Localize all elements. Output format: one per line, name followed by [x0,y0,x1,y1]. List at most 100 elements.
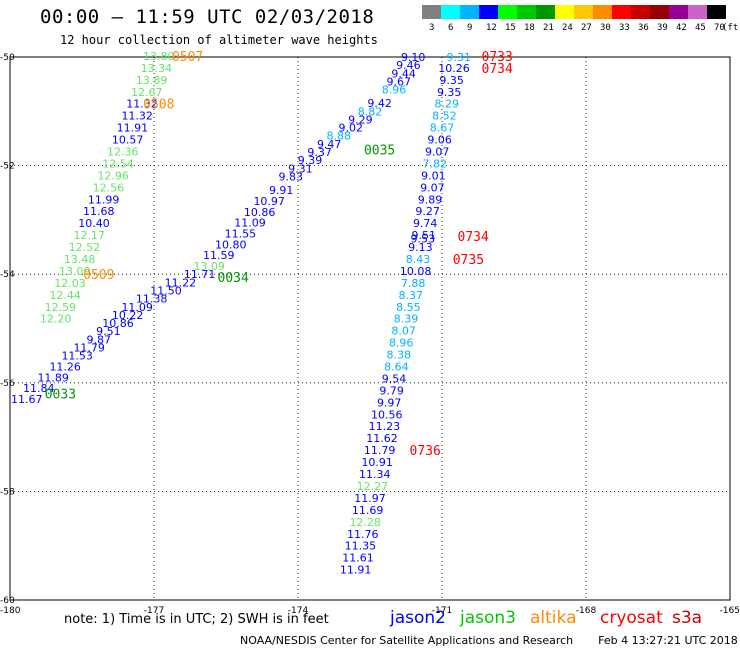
lat-tick-label: -60 [0,596,15,606]
wave-height-reading: 13.48 [64,253,96,266]
legend-label: 45 [695,23,706,33]
wave-height-reading: 11.53 [61,350,93,363]
wave-height-reading: 9.31 [288,162,313,175]
satellite-jason3: jason3 [460,608,516,628]
legend-label: 30 [600,23,611,33]
wave-height-reading: 11.69 [352,504,384,517]
wave-height-reading: 9.07 [425,145,450,158]
wave-height-reading: 9.02 [339,122,364,135]
wave-height-reading: 9.79 [379,384,404,397]
wave-height-reading: 11.26 [49,361,81,374]
wave-height-reading: 11.55 [225,227,257,240]
wave-height-reading: 9.83 [279,170,304,183]
wave-height-reading: 10.26 [438,62,470,75]
wave-height-reading: 11.35 [345,540,377,553]
wave-height-reading: 11.99 [88,193,120,206]
lon-tick-label: -168 [576,606,597,616]
pass-time-label: 0509 [83,268,114,283]
wave-height-reading: 11.79 [73,342,105,355]
wave-height-reading: 11.61 [342,552,374,565]
legend-label: 42 [676,23,687,33]
wave-height-reading: 10.40 [78,217,110,230]
legend-swatch [422,5,441,19]
pass-time-label: 0734 [482,62,513,77]
wave-height-reading: 11.67 [11,393,43,406]
lat-tick-label: -56 [0,379,15,389]
wave-height-reading: 9.01 [421,169,446,182]
wave-height-reading: 13.09 [193,260,225,273]
lat-tick-label: -52 [0,162,15,172]
wave-height-reading: 9.10 [401,51,426,64]
wave-height-reading: 13.09 [59,265,91,278]
wave-height-reading: 11.38 [136,293,168,306]
wave-height-reading: 11.22 [165,276,197,289]
legend-label: 18 [524,23,535,33]
legend-swatch [593,5,612,19]
legend-label: 39 [657,23,668,33]
satellite-jason2: jason2 [390,608,446,628]
wave-height-reading: 9.87 [87,333,112,346]
legend-label: 6 [448,23,454,33]
wave-height-reading: 11.09 [121,301,153,314]
wave-height-reading: 9.54 [382,372,407,385]
track-cryosat-a: 9.3110.269.359.358.298.528.679.069.077.8… [340,50,513,577]
wave-height-reading: 8.88 [327,130,352,143]
wave-height-reading: 8.64 [384,361,409,374]
wave-height-reading: 11.50 [150,284,182,297]
legend-swatch [707,5,726,19]
wave-height-reading: 7.88 [401,277,426,290]
pass-time-label: 0734 [458,230,489,245]
legend-label: 15 [505,23,516,33]
satellite-altika: altika [530,608,577,628]
legend-swatch [669,5,688,19]
wave-height-reading: 10.97 [253,195,285,208]
credit-text: NOAA/NESDIS Center for Satellite Applica… [240,634,574,647]
footnote: note: 1) Time is in UTC; 2) SWH is in fe… [64,612,329,627]
wave-height-reading: 8.96 [389,337,414,350]
wave-height-reading: 11.59 [203,249,235,262]
wave-height-reading: 9.13 [408,241,433,254]
wave-height-reading: 9.39 [298,154,323,167]
pass-time-label: 0735 [453,253,484,268]
lat-tick-label: -54 [0,270,15,280]
wave-height-reading: 9.53 [411,232,436,245]
legend-label: 12 [486,23,497,33]
wave-height-reading: 11.89 [37,371,69,384]
wave-height-reading: 9.67 [387,75,412,88]
wave-height-reading: 12.52 [69,241,101,254]
wave-height-reading: 9.47 [317,138,342,151]
wave-height-reading: 11.84 [23,382,55,395]
wave-height-reading: 9.31 [447,51,472,64]
wave-height-reading: 10.56 [371,408,403,421]
satellite-s3a: s3a [672,608,703,628]
legend-swatch [555,5,574,19]
wave-height-reading: 9.91 [269,184,294,197]
lon-tick-label: -165 [720,606,740,616]
wave-height-reading: 12.67 [131,86,163,99]
lat-tick-label: -50 [0,53,15,63]
legend-swatch [441,5,460,19]
wave-height-reading: 10.86 [102,317,134,330]
wave-height-reading: 12.03 [54,277,86,290]
lon-tick-label: -177 [144,606,164,616]
lon-tick-label: -171 [432,606,452,616]
generated-timestamp: Feb 4 13:27:21 UTC 2018 [598,634,738,647]
wave-height-reading: 9.89 [418,193,443,206]
wave-height-reading: 11.32 [121,110,153,123]
wave-height-reading: 11.91 [340,564,372,577]
wave-height-reading: 8.37 [399,289,424,302]
wave-height-reading: 12.44 [49,289,81,302]
wave-height-reading: 9.27 [415,205,440,218]
wave-height-reading: 10.08 [400,265,432,278]
wave-height-reading: 10.57 [112,134,144,147]
wave-height-reading: 9.51 [412,229,437,242]
wave-height-reading: 9.35 [437,86,462,99]
legend-swatch [460,5,479,19]
wave-height-reading: 13.80 [143,50,175,63]
lon-tick-label: -180 [0,606,21,616]
page-subtitle: 12 hour collection of altimeter wave hei… [60,33,378,47]
wave-height-reading: 8.82 [358,105,383,118]
plot-frame [9,56,731,601]
